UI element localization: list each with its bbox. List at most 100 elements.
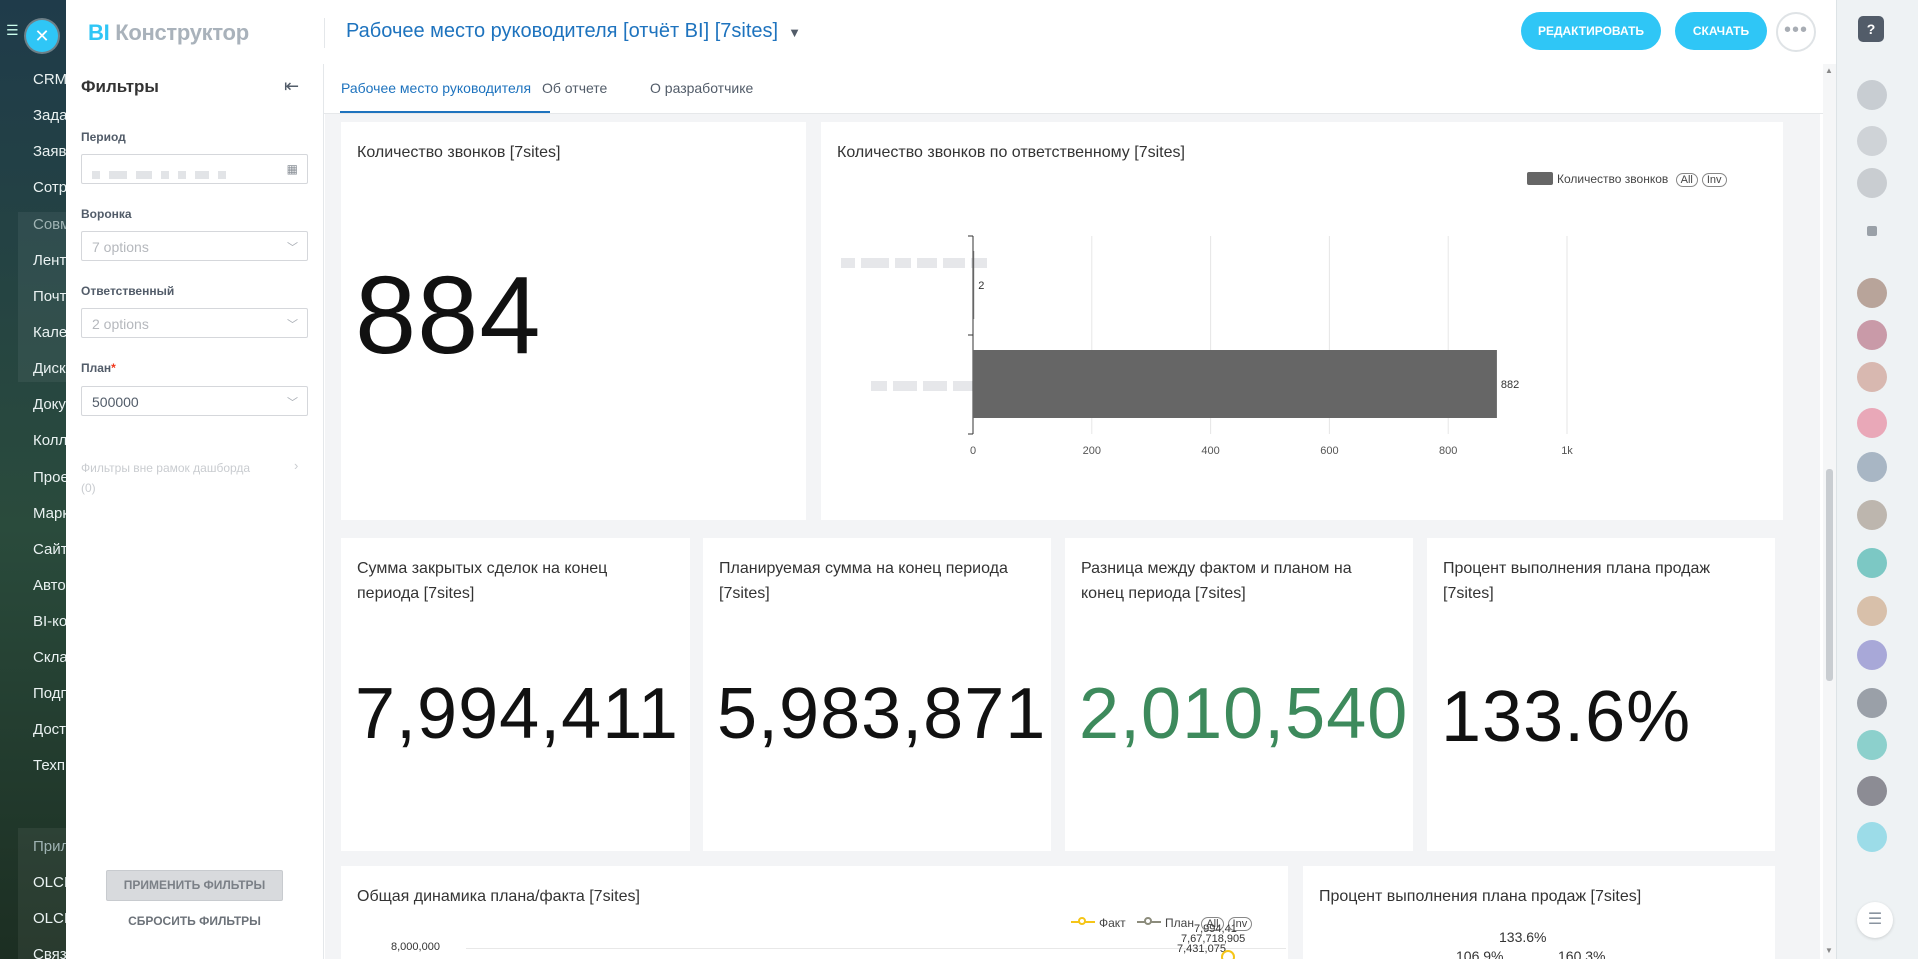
collapse-sidebar-icon[interactable]: ⇤ (284, 76, 300, 96)
close-icon: ✕ (34, 26, 50, 46)
apply-filters-button[interactable]: ПРИМЕНИТЬ ФИЛЬТРЫ (106, 870, 283, 901)
list-icon[interactable]: ☰ (1857, 902, 1893, 938)
menu-item[interactable]: Прое (33, 469, 66, 486)
menu-item[interactable]: Техп (33, 757, 65, 774)
y-tick-label: 8,000,000 (391, 941, 440, 953)
chevron-down-icon: ﹀ (287, 319, 298, 331)
legend-all-pill[interactable]: All (1201, 917, 1224, 931)
tab-manager-workplace[interactable]: Рабочее место руководителя (341, 80, 532, 96)
menu-item[interactable]: Кале (33, 324, 66, 341)
avatar[interactable] (1857, 126, 1887, 156)
menu-item[interactable]: Доку (33, 396, 66, 413)
big-number: 5,983,871 (717, 674, 1047, 754)
menu-item[interactable]: Сотр (33, 179, 66, 196)
menu-item[interactable]: Лент (33, 252, 66, 269)
legend-entry[interactable]: Количество звонков (1557, 172, 1669, 186)
category-label-redacted (871, 378, 981, 391)
menu-item[interactable]: Прил (33, 838, 66, 855)
legend-inv-pill[interactable]: Inv (1227, 917, 1253, 931)
card-title: Количество звонков [7sites] (357, 144, 561, 161)
avatar[interactable] (1857, 548, 1887, 578)
outside-filters[interactable]: Фильтры вне рамок дашборда (0) (81, 461, 251, 495)
planned-sum-card: Планируемая сумма на конец периода [7site… (703, 538, 1051, 851)
period-field[interactable]: ▦ (81, 154, 308, 184)
legend-inv-pill[interactable]: Inv (1701, 173, 1727, 187)
menu-item[interactable]: Сайт (33, 541, 66, 558)
menu-item[interactable]: Дост (33, 721, 66, 738)
avatar[interactable] (1857, 80, 1887, 110)
tab-about-developer[interactable]: О разработчике (650, 80, 754, 96)
legend-entry[interactable]: План (1165, 916, 1194, 930)
menu-item[interactable]: Авто (33, 577, 66, 594)
x-tick-label: 600 (1320, 445, 1338, 457)
chevron-right-icon[interactable]: › (294, 458, 299, 473)
header-divider (324, 18, 325, 48)
card-title: Количество звонков по ответственному [7s… (837, 144, 1185, 161)
active-tab-indicator (340, 111, 550, 113)
menu-item[interactable]: OLCI (33, 910, 66, 927)
edit-button[interactable]: РЕДАКТИРОВАТЬ (1521, 12, 1661, 50)
avatar[interactable] (1857, 822, 1887, 852)
scroll-thumb[interactable] (1826, 469, 1833, 681)
avatar[interactable] (1857, 452, 1887, 482)
tab-about-report[interactable]: Об отчете (542, 80, 608, 96)
avatar[interactable] (1857, 168, 1887, 198)
avatar[interactable] (1857, 596, 1887, 626)
report-title-dropdown[interactable]: Рабочее место руководителя [отчёт BI] [7… (346, 20, 801, 43)
avatar[interactable] (1867, 226, 1877, 236)
menu-item[interactable]: Подп (33, 685, 66, 702)
menu-item[interactable]: OLCI (33, 874, 66, 891)
bi-constructor-panel: BI Конструктор Рабочее место руководител… (66, 0, 1836, 959)
menu-item[interactable]: Диск (33, 360, 66, 377)
avatar[interactable] (1857, 320, 1887, 350)
menu-item[interactable]: Скла (33, 649, 66, 666)
more-icon: ••• (1783, 19, 1808, 41)
help-icon[interactable]: ? (1858, 16, 1884, 42)
close-slider-button[interactable]: ✕ (26, 20, 58, 52)
menu-item[interactable]: Связ (33, 946, 66, 959)
legend-entry[interactable]: Факт (1099, 916, 1126, 930)
menu-group (18, 828, 66, 959)
reset-filters-button[interactable]: СБРОСИТЬ ФИЛЬТРЫ (128, 914, 261, 928)
avatar[interactable] (1857, 362, 1887, 392)
data-label: 7,431,075 (1177, 943, 1226, 955)
menu-item[interactable]: Колл (33, 432, 66, 449)
plan-select[interactable]: 500000 ﹀ (81, 386, 308, 416)
report-title: Рабочее место руководителя [отчёт BI] [7… (346, 20, 779, 42)
scroll-up-icon[interactable]: ▲ (1825, 66, 1833, 75)
dashboard-scrollbar[interactable]: ▲ ▼ (1823, 64, 1836, 959)
funnel-placeholder: 7 options (92, 239, 149, 255)
menu-item[interactable]: BI-ко (33, 613, 66, 630)
more-button[interactable]: ••• (1776, 12, 1816, 52)
responsible-select[interactable]: 2 options ﹀ (81, 308, 308, 338)
avatar[interactable] (1857, 730, 1887, 760)
download-button[interactable]: СКАЧАТЬ (1675, 12, 1767, 50)
avatar[interactable] (1857, 408, 1887, 438)
filters-heading: Фильтры (81, 77, 159, 96)
funnel-select[interactable]: 7 options ﹀ (81, 231, 308, 261)
data-label: 106.9% (1456, 948, 1504, 959)
avatar[interactable] (1857, 500, 1887, 530)
card-title: Процент выполнения плана продаж [7sites] (1319, 888, 1642, 905)
period-value-redacted (92, 166, 235, 182)
menu-item[interactable]: Зада (33, 107, 66, 124)
bar (973, 251, 975, 319)
data-label: 133.6% (1499, 929, 1547, 945)
menu-item[interactable]: Почт (33, 288, 66, 305)
avatar[interactable] (1857, 688, 1887, 718)
card-title: Планируемая сумма на конец периода [7site… (719, 560, 1008, 602)
avatar[interactable] (1857, 776, 1887, 806)
legend-all-pill[interactable]: All (1675, 173, 1698, 187)
avatar[interactable] (1857, 640, 1887, 670)
scroll-down-icon[interactable]: ▼ (1825, 946, 1833, 955)
plan-percent-chart-card: Процент выполнения плана продаж [7sites]… (1303, 866, 1775, 959)
menu-item[interactable]: Заяв (33, 143, 66, 160)
menu-icon[interactable]: ☰ (6, 22, 19, 38)
menu-item[interactable]: Совм (33, 216, 66, 233)
calendar-icon: ▦ (286, 162, 298, 176)
bitrix-left-menu: ☰ CRM Зада Заяв Сотр Совм Лент Почт Кале… (0, 0, 66, 959)
menu-item[interactable]: CRM (33, 71, 66, 88)
avatar[interactable] (1857, 278, 1887, 308)
menu-item[interactable]: Марк (33, 505, 66, 522)
data-label: 160.3% (1558, 948, 1606, 959)
